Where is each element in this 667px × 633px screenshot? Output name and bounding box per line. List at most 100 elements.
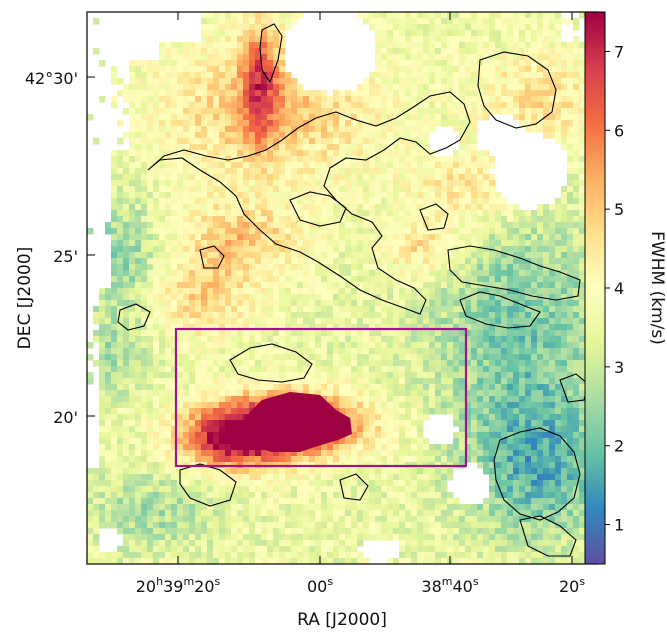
map-pixel (255, 228, 262, 235)
map-pixel (129, 120, 136, 127)
map-pixel (393, 198, 400, 205)
map-pixel (153, 462, 160, 469)
map-pixel (411, 522, 418, 529)
map-pixel (267, 138, 274, 145)
map-pixel (171, 90, 178, 97)
map-pixel (141, 210, 148, 217)
map-pixel (447, 444, 454, 451)
map-pixel (99, 420, 106, 427)
map-pixel (411, 72, 418, 79)
map-pixel (231, 306, 238, 313)
map-pixel (129, 378, 136, 385)
map-pixel (345, 96, 352, 103)
map-pixel (399, 108, 406, 115)
map-pixel (369, 234, 376, 241)
map-pixel (177, 312, 184, 319)
map-pixel (135, 96, 142, 103)
map-pixel (351, 516, 358, 523)
map-pixel (93, 474, 100, 481)
map-pixel (273, 114, 280, 121)
map-pixel (291, 504, 298, 511)
map-pixel (129, 174, 136, 181)
map-pixel (399, 12, 406, 19)
map-pixel (405, 450, 412, 457)
map-pixel (345, 528, 352, 535)
map-pixel (135, 420, 142, 427)
map-pixel (147, 60, 154, 67)
map-pixel (111, 366, 118, 373)
map-pixel (357, 216, 364, 223)
map-pixel (165, 270, 172, 277)
map-pixel (219, 36, 226, 43)
map-pixel (171, 84, 178, 91)
map-pixel (387, 120, 394, 127)
map-pixel (99, 552, 106, 559)
map-pixel (207, 438, 214, 445)
map-pixel (189, 246, 196, 253)
map-pixel (357, 432, 364, 439)
map-pixel (129, 312, 136, 319)
map-pixel (297, 228, 304, 235)
map-pixel (435, 174, 442, 181)
map-pixel (135, 114, 142, 121)
map-pixel (411, 240, 418, 247)
map-pixel (411, 450, 418, 457)
map-pixel (165, 96, 172, 103)
map-pixel (123, 492, 130, 499)
map-pixel (141, 420, 148, 427)
map-pixel (273, 192, 280, 199)
map-pixel (147, 180, 154, 187)
map-pixel (381, 426, 388, 433)
map-pixel (201, 36, 208, 43)
map-pixel (405, 156, 412, 163)
map-pixel (93, 558, 100, 564)
map-pixel (333, 378, 340, 385)
map-pixel (213, 72, 220, 79)
map-pixel (267, 162, 274, 169)
map-pixel (99, 474, 106, 481)
map-pixel (135, 438, 142, 445)
map-pixel (99, 312, 106, 319)
map-pixel (285, 126, 292, 133)
map-pixel (309, 216, 316, 223)
map-pixel (267, 492, 274, 499)
map-pixel (429, 366, 436, 373)
map-pixel (351, 216, 358, 223)
map-pixel (261, 174, 268, 181)
map-pixel (183, 180, 190, 187)
map-pixel (171, 492, 178, 499)
map-pixel (279, 144, 286, 151)
map-pixel (351, 396, 358, 403)
map-pixel (165, 504, 172, 511)
map-pixel (267, 36, 274, 43)
map-pixel (339, 210, 346, 217)
map-pixel (351, 492, 358, 499)
map-pixel (363, 12, 370, 19)
map-pixel (201, 78, 208, 85)
map-pixel (219, 84, 226, 91)
map-pixel (429, 528, 436, 535)
map-pixel (183, 420, 190, 427)
map-pixel (159, 324, 166, 331)
map-pixel (189, 288, 196, 295)
map-pixel (345, 552, 352, 559)
map-pixel (195, 108, 202, 115)
map-pixel (261, 528, 268, 535)
map-pixel (213, 438, 220, 445)
map-pixel (213, 384, 220, 391)
map-pixel (417, 198, 424, 205)
map-pixel (381, 420, 388, 427)
map-pixel (375, 486, 382, 493)
map-pixel (441, 528, 448, 535)
map-pixel (315, 198, 322, 205)
map-pixel (213, 12, 220, 19)
map-pixel (201, 66, 208, 73)
map-pixel (261, 96, 268, 103)
map-pixel (165, 168, 172, 175)
map-pixel (237, 414, 244, 421)
map-pixel (261, 168, 268, 175)
map-pixel (327, 282, 334, 289)
map-pixel (369, 150, 376, 157)
map-pixel (165, 186, 172, 193)
map-pixel (201, 186, 208, 193)
